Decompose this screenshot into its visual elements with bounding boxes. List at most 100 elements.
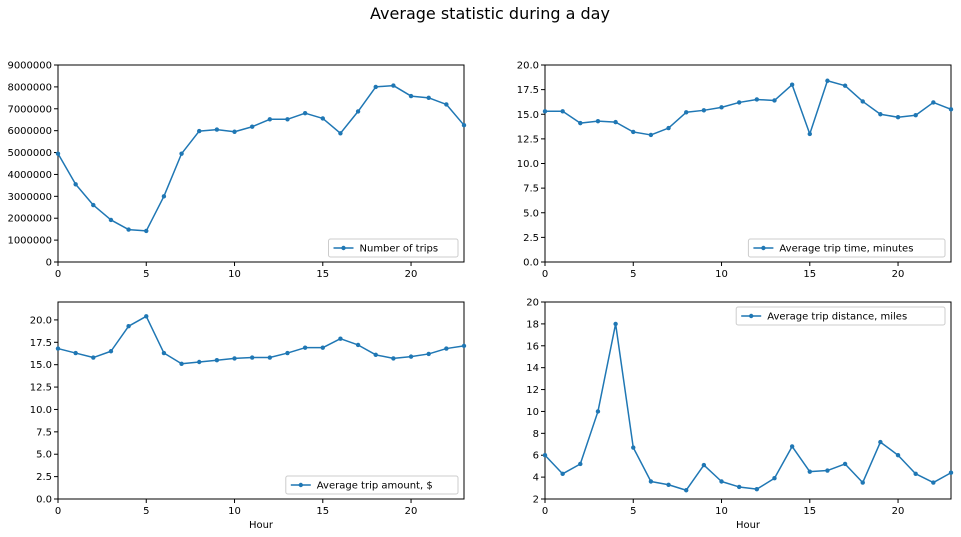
x-tick-label: 5 xyxy=(630,506,636,517)
data-point xyxy=(91,355,96,360)
legend-label: Average trip distance, miles xyxy=(767,312,907,323)
data-point xyxy=(701,108,707,113)
y-tick-label: 2.5 xyxy=(36,472,52,483)
y-tick-label: 5000000 xyxy=(7,148,52,159)
x-tick-label: 0 xyxy=(542,269,548,280)
y-tick-label: 5.0 xyxy=(36,450,52,461)
data-point xyxy=(684,110,689,115)
data-point xyxy=(373,84,378,90)
data-point xyxy=(108,217,114,223)
x-tick-label: 20 xyxy=(405,269,418,280)
x-tick-label: 10 xyxy=(715,269,728,280)
plot-area-frame xyxy=(544,64,952,263)
data-point xyxy=(895,115,901,120)
data-point xyxy=(108,349,114,354)
data-point xyxy=(144,228,149,234)
data-point xyxy=(578,461,583,467)
data-point xyxy=(736,484,742,490)
y-tick-label: 2000000 xyxy=(7,214,52,225)
legend-frame xyxy=(328,238,459,258)
data-point xyxy=(179,151,184,156)
data-point xyxy=(161,350,167,356)
data-point xyxy=(73,350,78,356)
figure-suptitle: Average statistic during a day xyxy=(370,4,610,23)
y-tick-label: 0.0 xyxy=(523,258,539,269)
data-point xyxy=(355,342,361,348)
x-tick-label: 10 xyxy=(715,506,728,517)
data-point xyxy=(595,118,601,124)
data-point xyxy=(719,479,724,484)
legend: Average trip amount, $ xyxy=(285,475,459,495)
y-tick-label: 2.5 xyxy=(523,233,539,244)
chart-panels: 0 5 10 15 2001000000200000030000004000000500… xyxy=(7,61,954,531)
data-point xyxy=(91,202,96,208)
y-tick-label: 4 xyxy=(533,473,539,484)
data-point xyxy=(772,98,777,103)
data-point xyxy=(754,486,760,492)
x-tick-label: 15 xyxy=(803,269,816,280)
y-tick-label: 8 xyxy=(533,429,539,440)
plot-area-frame xyxy=(544,301,952,500)
data-point xyxy=(719,105,724,110)
data-point xyxy=(560,471,565,477)
legend-marker xyxy=(341,245,346,251)
x-axis-label: Hour xyxy=(736,520,761,531)
y-tick-label: 12.5 xyxy=(30,383,52,394)
data-point xyxy=(391,83,396,88)
data-point xyxy=(560,109,565,114)
x-tick-label: 0 xyxy=(55,506,61,517)
data-point xyxy=(860,99,865,104)
data-point xyxy=(461,122,467,128)
y-tick-label: 4000000 xyxy=(7,170,52,181)
y-tick-label: 15.0 xyxy=(30,360,52,371)
data-point xyxy=(913,113,918,118)
data-point xyxy=(789,444,795,449)
data-point xyxy=(684,488,689,493)
data-point xyxy=(807,469,812,474)
y-tick-label: 7.5 xyxy=(523,184,539,195)
y-tick-label: 5.0 xyxy=(523,208,539,219)
legend: Number of trips xyxy=(328,238,459,258)
data-point xyxy=(144,314,149,319)
data-point xyxy=(948,107,954,112)
data-point xyxy=(842,83,848,88)
data-point xyxy=(55,346,61,351)
data-point xyxy=(631,129,636,135)
data-point xyxy=(736,100,742,105)
y-tick-label: 12.5 xyxy=(517,134,539,145)
data-point xyxy=(338,336,343,341)
chart-panel-4: 0 5 10 15 20 2 4 6 8 10 12 14 16 18 20 Hour Average trip… xyxy=(526,298,954,531)
y-tick-label: 7.5 xyxy=(36,427,52,438)
data-point xyxy=(197,128,202,134)
plot-area-frame xyxy=(57,301,465,500)
data-point xyxy=(285,117,290,122)
series-line xyxy=(544,323,952,491)
data-point xyxy=(302,345,308,350)
data-point xyxy=(860,480,865,485)
data-point xyxy=(320,345,325,350)
y-tick-label: 15.0 xyxy=(517,110,539,121)
data-point xyxy=(648,132,654,138)
legend-frame xyxy=(735,306,946,326)
legend-marker xyxy=(749,313,754,319)
x-tick-label: 5 xyxy=(143,506,149,517)
y-tick-label: 16 xyxy=(526,341,539,352)
data-point xyxy=(214,127,220,132)
data-point xyxy=(73,182,78,187)
y-tick-label: 10.0 xyxy=(30,405,52,416)
y-tick-label: 2 xyxy=(533,495,539,506)
data-point xyxy=(754,97,760,102)
data-point xyxy=(842,461,848,467)
x-tick-label: 15 xyxy=(316,506,329,517)
data-point xyxy=(613,321,618,327)
x-tick-label: 15 xyxy=(803,506,816,517)
data-point xyxy=(648,479,654,484)
legend-marker xyxy=(298,482,303,488)
y-tick-label: 3000000 xyxy=(7,192,52,203)
data-point xyxy=(948,470,954,475)
data-point xyxy=(179,361,184,366)
x-tick-label: 20 xyxy=(892,506,905,517)
data-point xyxy=(426,351,431,357)
data-point xyxy=(408,93,414,99)
